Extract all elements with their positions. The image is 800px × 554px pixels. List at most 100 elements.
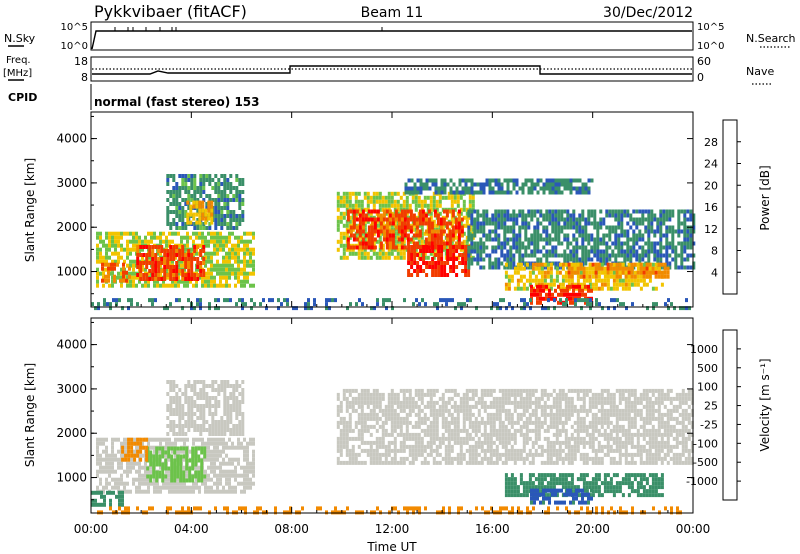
heatmap-cell-0-9 — [531, 278, 535, 283]
heatmap-cell-0-8 — [581, 241, 585, 246]
heatmap-cell-0-13 — [502, 298, 505, 303]
heatmap-cell-0-8 — [686, 245, 690, 250]
heatmap-cell-0-8 — [605, 257, 609, 262]
heatmap-cell-0-3 — [232, 198, 236, 202]
heatmap-cell-0-7 — [440, 253, 444, 257]
heatmap-cell-0-3 — [214, 206, 218, 210]
heatmap-cell-0-9 — [612, 278, 616, 283]
heatmap-cell-1-1 — [194, 474, 198, 479]
heatmap-cell-0-8 — [656, 229, 660, 234]
heatmap-cell-1-4 — [396, 392, 400, 397]
heatmap-cell-0-6 — [349, 229, 353, 234]
heatmap-cell-1-0 — [243, 485, 246, 490]
heatmap-cell-1-4 — [387, 432, 391, 437]
heatmap-cell-1-4 — [390, 420, 394, 425]
heatmap-cell-1-0 — [144, 489, 147, 494]
heatmap-cell-0-8 — [530, 265, 534, 270]
heatmap-cell-1-0 — [96, 445, 99, 450]
heatmap-cell-0-3 — [184, 210, 188, 214]
heatmap-cell-1-4 — [378, 396, 382, 401]
heatmap-cell-1-1 — [155, 478, 159, 483]
heatmap-cell-0-13 — [439, 298, 442, 303]
heatmap-cell-0-11 — [591, 262, 595, 267]
heatmap-cell-0-5 — [363, 223, 367, 228]
heatmap-cell-0-0 — [129, 259, 132, 264]
heatmap-cell-0-6 — [457, 233, 461, 238]
heatmap-cell-0-5 — [366, 195, 370, 200]
heatmap-cell-1-2 — [133, 441, 137, 446]
heatmap-cell-0-11 — [627, 274, 631, 279]
heatmap-cell-0-0 — [135, 283, 138, 288]
heatmap-cell-0-0 — [171, 259, 174, 264]
heatmap-cell-0-6 — [379, 229, 383, 234]
heatmap-cell-1-4 — [351, 436, 355, 441]
nsearch-label: N.Search — [746, 32, 796, 45]
heatmap-cell-0-6 — [346, 213, 350, 218]
heatmap-cell-0-8 — [527, 245, 531, 250]
heatmap-cell-0-8 — [575, 237, 579, 242]
heatmap-cell-0-3 — [223, 214, 227, 218]
heatmap-cell-0-8 — [659, 257, 663, 262]
heatmap-cell-0-8 — [575, 249, 579, 254]
heatmap-cell-0-8 — [602, 249, 606, 254]
heatmap-cell-0-11 — [648, 270, 652, 275]
heatmap-cell-0-8 — [626, 221, 630, 226]
heatmap-cell-0-8 — [470, 213, 474, 218]
heatmap-cell-0-8 — [635, 249, 639, 254]
heatmap-cell-1-4 — [390, 432, 394, 437]
heatmap-cell-0-8 — [509, 257, 513, 262]
heatmap-cell-1-4 — [402, 460, 406, 465]
heatmap-cell-0-9 — [528, 278, 532, 283]
heatmap-cell-0-3 — [166, 214, 170, 218]
heatmap-cell-0-6 — [391, 229, 395, 234]
heatmap-cell-0-0 — [249, 259, 252, 264]
heatmap-cell-0-12 — [461, 178, 465, 183]
heatmap-cell-0-8 — [566, 209, 570, 214]
heatmap-cell-0-0 — [159, 251, 162, 256]
heatmap-cell-0-8 — [671, 257, 675, 262]
heatmap-cell-0-8 — [662, 217, 666, 222]
heatmap-cell-0-5 — [393, 219, 397, 224]
heatmap-cell-0-8 — [485, 221, 489, 226]
heatmap-cell-0-0 — [240, 271, 243, 276]
heatmap-cell-0-8 — [530, 249, 534, 254]
heatmap-cell-1-1 — [197, 454, 201, 459]
heatmap-cell-0-5 — [429, 199, 433, 204]
heatmap-cell-1-0 — [249, 477, 252, 482]
heatmap-cell-0-13 — [214, 298, 217, 303]
heatmap-cell-0-11 — [645, 266, 649, 271]
heatmap-cell-0-0 — [204, 239, 207, 244]
heatmap-cell-1-0 — [243, 473, 246, 478]
heatmap-cell-0-0 — [225, 255, 228, 260]
heatmap-cell-1-3 — [178, 412, 182, 416]
heatmap-cell-0-8 — [680, 265, 684, 270]
heatmap-cell-0-5 — [453, 231, 457, 236]
heatmap-cell-0-3 — [178, 214, 182, 218]
heatmap-cell-0-10 — [539, 288, 542, 293]
heatmap-cell-1-1 — [173, 458, 177, 463]
heatmap-cell-1-4 — [381, 436, 385, 441]
heatmap-cell-0-0 — [138, 235, 141, 240]
heatmap-cell-0-3 — [235, 190, 239, 194]
heatmap-cell-1-0 — [126, 461, 129, 466]
heatmap-cell-0-1 — [151, 249, 155, 253]
heatmap-cell-1-4 — [348, 404, 352, 409]
heatmap-cell-0-11 — [588, 262, 592, 267]
heatmap-cell-0-3 — [166, 178, 170, 182]
heatmap-cell-0-2 — [122, 274, 125, 279]
heatmap-cell-0-8 — [686, 217, 690, 222]
heatmap-cell-0-3 — [169, 190, 173, 194]
heatmap-cell-0-8 — [548, 209, 552, 214]
heatmap-cell-0-3 — [166, 206, 170, 210]
heatmap-cell-0-8 — [512, 257, 516, 262]
heatmap-cell-0-0 — [222, 275, 225, 280]
heatmap-cell-0-3 — [172, 202, 176, 206]
heatmap-cell-1-3 — [229, 392, 233, 396]
heatmap-cell-0-0 — [159, 235, 162, 240]
heatmap-cell-1-0 — [102, 489, 105, 494]
heatmap-cell-1-3 — [166, 424, 170, 428]
heatmap-cell-0-12 — [467, 178, 471, 183]
heatmap-cell-0-13 — [361, 302, 364, 307]
heatmap-cell-0-8 — [476, 257, 480, 262]
heatmap-cell-0-8 — [620, 225, 624, 230]
